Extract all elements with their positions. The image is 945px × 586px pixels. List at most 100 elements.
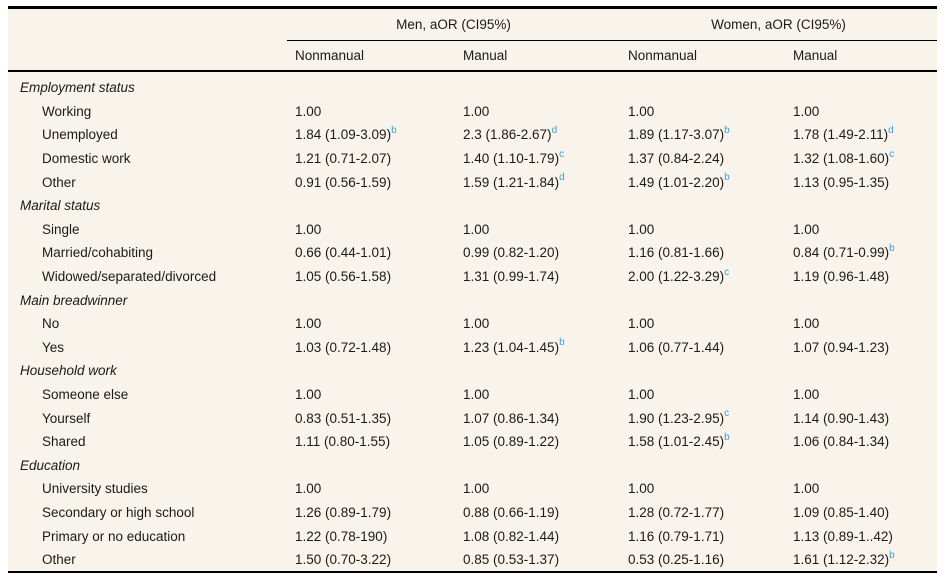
or-value-cell: 1.00 bbox=[455, 218, 620, 242]
or-value: 1.05 (0.56-1.58) bbox=[295, 269, 392, 285]
or-value-cell: 1.11 (0.80-1.55) bbox=[287, 430, 455, 454]
or-value-cell: 1.00 bbox=[620, 477, 785, 501]
or-value: 1.90 (1.23-2.95) bbox=[628, 410, 725, 426]
table-row: Widowed/separated/divorced 1.05 (0.56-1.5… bbox=[8, 265, 937, 289]
table-row: Single 1.00 1.00 1.00 1.00 bbox=[8, 218, 937, 242]
table-row: Married/cohabiting 0.66 (0.44-1.01) 0.99 (… bbox=[8, 241, 937, 265]
or-value: 0.83 (0.51-1.35) bbox=[295, 410, 392, 426]
or-value-cell: 1.00 bbox=[785, 312, 937, 336]
row-label: No bbox=[42, 316, 60, 332]
or-value-cell: 1.00 bbox=[455, 100, 620, 124]
or-value-cell: 1.07 (0.94-1.23) bbox=[785, 336, 937, 360]
significance-superscript: b bbox=[559, 337, 565, 349]
or-value: 1.37 (0.84-2.24) bbox=[628, 151, 725, 167]
or-value-cell: 1.03 (0.72-1.48) bbox=[287, 336, 455, 360]
or-value: 1.84 (1.09-3.09) bbox=[295, 127, 392, 143]
group-row: Employment status bbox=[8, 71, 937, 100]
or-value: 1.00 bbox=[463, 103, 490, 119]
row-label: Secondary or high school bbox=[42, 504, 195, 520]
row-label: Someone else bbox=[42, 387, 129, 403]
table-row: University studies 1.00 1.00 1.00 1.00 bbox=[8, 477, 937, 501]
or-value: 1.28 (0.72-1.77) bbox=[628, 504, 725, 520]
significance-superscript: c bbox=[724, 408, 730, 420]
or-value-cell: 0.84 (0.71-0.99)b bbox=[785, 241, 937, 265]
column-header-men-manual: Manual bbox=[455, 40, 621, 72]
group-header-label: Employment status bbox=[20, 80, 135, 96]
row-label: Yes bbox=[42, 339, 65, 355]
or-value: 1.00 bbox=[463, 387, 490, 403]
row-label: Shared bbox=[42, 434, 86, 450]
or-value-cell: 1.26 (0.89-1.79) bbox=[287, 501, 455, 525]
column-header-women-manual: Manual bbox=[785, 40, 938, 72]
row-label: Married/cohabiting bbox=[42, 245, 154, 261]
table-row: Secondary or high school 1.26 (0.89-1.79)… bbox=[8, 501, 937, 525]
row-label: Primary or no education bbox=[42, 528, 186, 544]
or-value: 1.00 bbox=[295, 103, 322, 119]
table-row: Yes 1.03 (0.72-1.48) 1.23 (1.04-1.45)b 1.06… bbox=[8, 336, 937, 360]
or-value-cell: 1.61 (1.12-2.32)b bbox=[785, 548, 937, 573]
or-value: 0.91 (0.56-1.59) bbox=[295, 174, 392, 190]
or-value: 1.26 (0.89-1.79) bbox=[295, 504, 392, 520]
or-value: 1.40 (1.10-1.79) bbox=[463, 151, 560, 167]
or-value: 2.00 (1.22-3.29) bbox=[628, 269, 725, 285]
significance-superscript: d bbox=[888, 124, 894, 136]
row-label: Unemployed bbox=[42, 127, 118, 143]
significance-superscript: c bbox=[889, 148, 895, 160]
or-value: 0.88 (0.66-1.19) bbox=[463, 504, 560, 520]
or-value-cell: 1.90 (1.23-2.95)c bbox=[620, 406, 785, 430]
significance-superscript: b bbox=[724, 124, 730, 136]
or-value: 1.00 bbox=[793, 316, 820, 332]
or-value: 1.00 bbox=[463, 221, 490, 237]
or-value: 1.00 bbox=[463, 316, 490, 332]
or-value-cell: 1.40 (1.10-1.79)c bbox=[455, 147, 620, 171]
or-value: 1.07 (0.94-1.23) bbox=[793, 339, 890, 355]
or-value-cell: 1.16 (0.81-1.66) bbox=[620, 241, 785, 265]
table-row: Other 0.91 (0.56-1.59) 1.59 (1.21-1.84)d 1.… bbox=[8, 170, 937, 194]
or-value: 1.31 (0.99-1.74) bbox=[463, 269, 560, 285]
or-value: 1.03 (0.72-1.48) bbox=[295, 339, 392, 355]
spanner-men: Men, aOR (CI95%) bbox=[287, 7, 621, 41]
or-value-cell: 1.00 bbox=[785, 100, 937, 124]
table-row: Working 1.00 1.00 1.00 1.00 bbox=[8, 100, 937, 124]
significance-superscript: c bbox=[559, 148, 565, 160]
or-value-cell: 1.06 (0.77-1.44) bbox=[620, 336, 785, 360]
column-header-women-nonmanual: Nonmanual bbox=[620, 40, 786, 72]
or-value: 1.16 (0.79-1.71) bbox=[628, 528, 725, 544]
or-value: 0.99 (0.82-1.20) bbox=[463, 245, 560, 261]
or-value-cell: 0.83 (0.51-1.35) bbox=[287, 406, 455, 430]
or-value: 2.3 (1.86-2.67) bbox=[463, 127, 552, 143]
or-value-cell: 1.00 bbox=[287, 383, 455, 407]
or-value: 1.61 (1.12-2.32) bbox=[793, 552, 890, 568]
group-row: Marital status bbox=[8, 194, 937, 218]
row-label: Other bbox=[42, 552, 76, 568]
column-header-men-nonmanual: Nonmanual bbox=[287, 40, 455, 72]
spanner-header-row: Men, aOR (CI95%) Women, aOR (CI95%) bbox=[8, 7, 938, 41]
significance-superscript: d bbox=[559, 172, 565, 184]
or-value: 1.11 (0.80-1.55) bbox=[295, 434, 391, 450]
or-value-cell: 1.06 (0.84-1.34) bbox=[785, 430, 937, 454]
significance-superscript: b bbox=[391, 124, 397, 136]
or-value-cell: 1.13 (0.95-1.35) bbox=[785, 170, 937, 194]
or-value: 1.22 (0.78-190) bbox=[295, 528, 388, 544]
or-value-cell: 1.05 (0.56-1.58) bbox=[287, 265, 455, 289]
table-row: Domestic work 1.21 (0.71-2.07) 1.40 (1.10-… bbox=[8, 147, 937, 171]
or-value-cell: 1.23 (1.04-1.45)b bbox=[455, 336, 620, 360]
or-value-cell: 1.14 (0.90-1.43) bbox=[785, 406, 937, 430]
or-value: 1.07 (0.86-1.34) bbox=[463, 410, 560, 426]
significance-superscript: b bbox=[724, 431, 730, 443]
group-header-label: Household work bbox=[20, 363, 117, 379]
table-row: No 1.00 1.00 1.00 1.00 bbox=[8, 312, 937, 336]
or-value: 1.00 bbox=[793, 103, 820, 119]
significance-superscript: c bbox=[724, 266, 730, 278]
or-value: 1.00 bbox=[628, 103, 655, 119]
table-row: Other 1.50 (0.70-3.22) 0.85 (0.53-1.37) 0.5… bbox=[8, 548, 937, 573]
column-header-blank bbox=[8, 40, 287, 72]
or-value-cell: 1.22 (0.78-190) bbox=[287, 524, 455, 548]
or-value-cell: 1.16 (0.79-1.71) bbox=[620, 524, 785, 548]
or-value: 1.00 bbox=[793, 387, 820, 403]
or-value: 1.00 bbox=[793, 221, 820, 237]
or-value: 1.89 (1.17-3.07) bbox=[628, 127, 725, 143]
or-value-cell: 1.00 bbox=[287, 100, 455, 124]
or-value-cell: 2.3 (1.86-2.67)d bbox=[455, 123, 620, 147]
